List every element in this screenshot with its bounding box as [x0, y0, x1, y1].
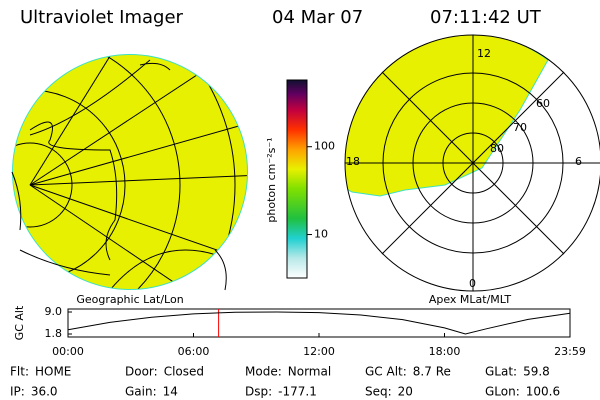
field-label: Mode:: [245, 365, 282, 379]
field-label: GLon:: [485, 385, 520, 399]
field-label: Gain:: [125, 385, 157, 399]
mlt-label: 12: [477, 47, 491, 60]
colorbar-tick-label: 10: [314, 228, 328, 241]
field-label: Door:: [125, 365, 158, 379]
field-value: HOME: [35, 365, 71, 379]
field-value: Normal: [288, 365, 331, 379]
colorbar-tick-label: 100: [314, 140, 335, 153]
field-value: 100.6: [526, 385, 560, 399]
geographic-caption: Geographic Lat/Lon: [76, 293, 183, 306]
field-value: -177.1: [278, 385, 317, 399]
field-value: Closed: [164, 365, 204, 379]
polar-caption: Apex MLat/MLT: [429, 293, 512, 306]
geographic-image: [11, 54, 248, 291]
field-value: 20: [398, 385, 413, 399]
altitude-line: [67, 311, 571, 335]
y-tick-label: 1.8: [45, 327, 63, 340]
altitude-frame: [67, 308, 571, 338]
mlt-label: 18: [346, 155, 360, 168]
field-label: GC Alt:: [365, 365, 407, 379]
field-value: 36.0: [31, 385, 58, 399]
mlt-label: 0: [469, 277, 476, 290]
time: 07:11:42 UT: [430, 7, 542, 28]
date: 04 Mar 07: [272, 7, 363, 28]
colorbar: [286, 79, 308, 279]
title: Ultraviolet Imager: [20, 7, 184, 28]
field-label: Dsp:: [245, 385, 272, 399]
x-tick-label: 12:00: [303, 345, 335, 358]
field-label: Flt:: [10, 365, 29, 379]
field-label: IP:: [10, 385, 25, 399]
lat-label: 70: [513, 121, 527, 134]
mlt-label: 6: [575, 155, 582, 168]
x-tick-label: 00:00: [52, 345, 84, 358]
field-value: 14: [163, 385, 178, 399]
field-value: 8.7 Re: [413, 365, 451, 379]
x-tick-label: 06:00: [178, 345, 210, 358]
lat-label: 80: [490, 142, 504, 155]
x-tick-label: 23:59: [554, 345, 586, 358]
polar-image: [344, 34, 600, 292]
y-tick-label: 9.0: [45, 305, 63, 318]
field-value: 59.8: [523, 365, 550, 379]
field-label: GLat:: [485, 365, 517, 379]
lat-label: 60: [536, 97, 550, 110]
x-tick-label: 18:00: [429, 345, 461, 358]
colorbar-label: photon cm⁻²s⁻¹: [265, 137, 278, 222]
altitude-label: GC Alt: [13, 305, 26, 340]
field-label: Seq:: [365, 385, 392, 399]
